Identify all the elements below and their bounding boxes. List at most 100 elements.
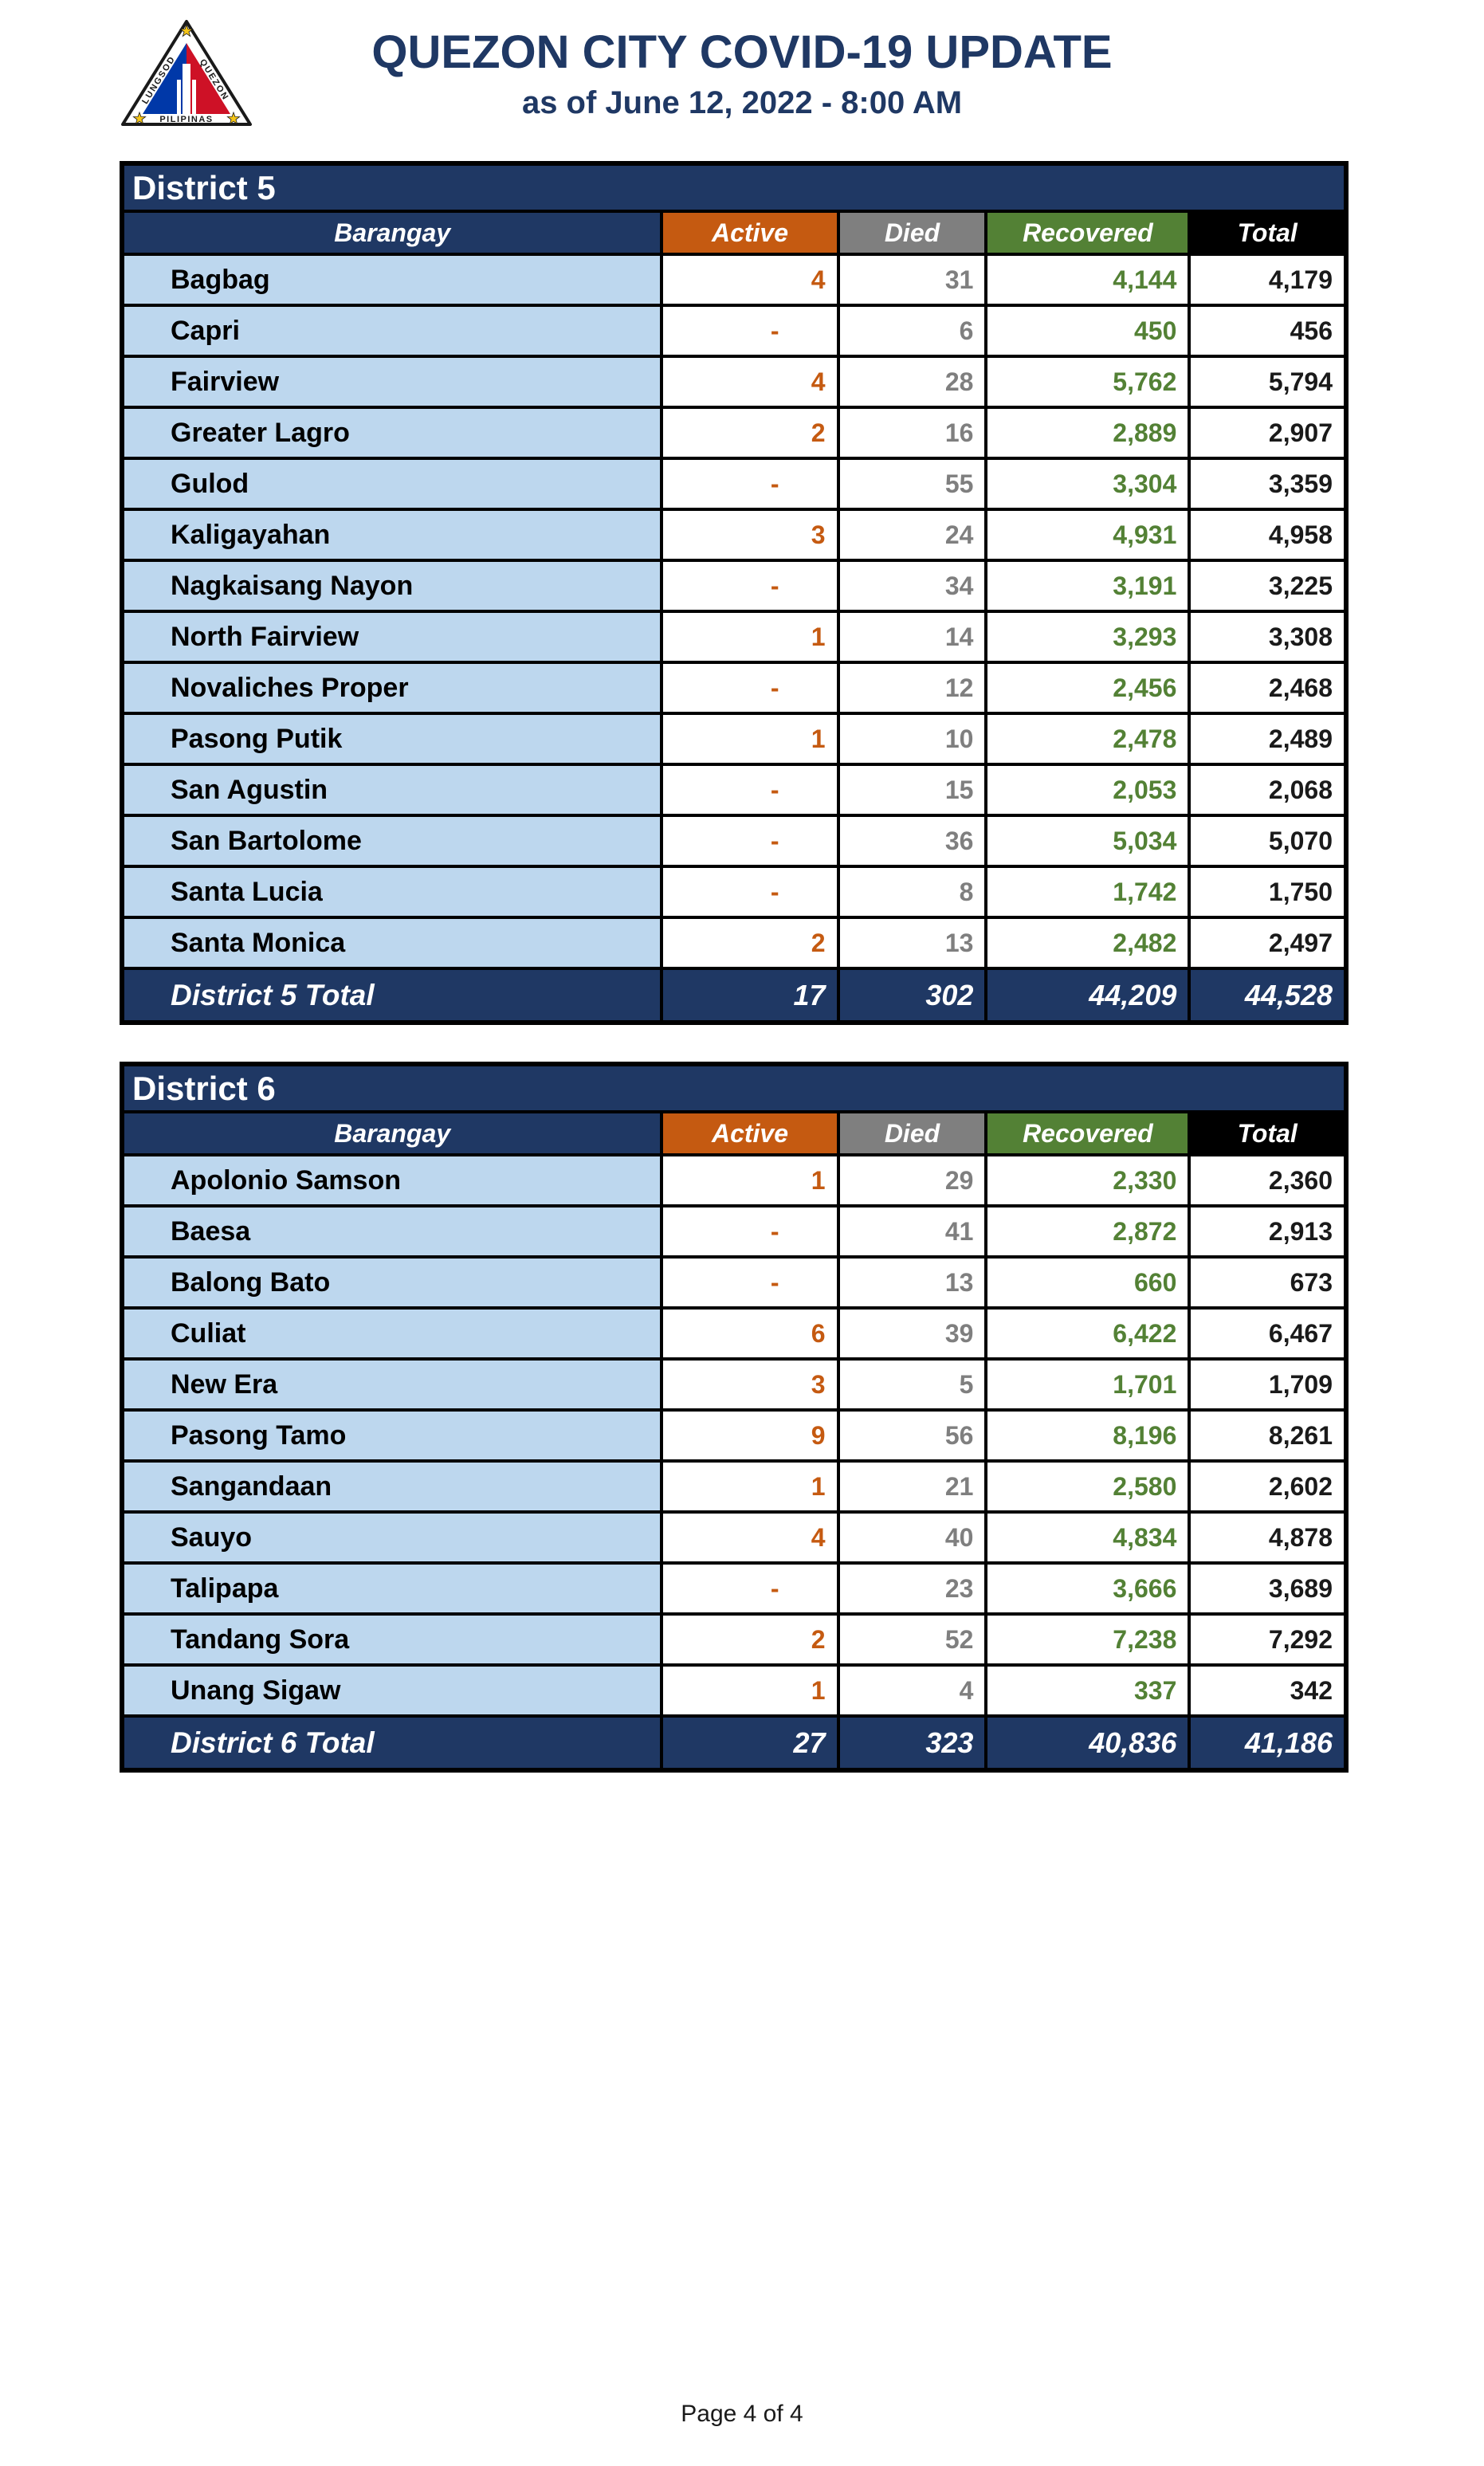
recovered-value: 2,482 xyxy=(984,916,1192,970)
recovered-value: 337 xyxy=(984,1663,1192,1718)
barangay-name: Balong Bato xyxy=(120,1255,664,1310)
recovered-value: 2,872 xyxy=(984,1204,1192,1259)
total-value: 6,467 xyxy=(1188,1306,1348,1361)
total-recovered-value: 44,209 xyxy=(984,967,1192,1024)
column-header-died: Died xyxy=(836,210,988,256)
barangay-name: Capri xyxy=(120,304,664,358)
died-value: 13 xyxy=(836,1255,988,1310)
district-header: District 6 xyxy=(120,1062,1348,1113)
died-value: 31 xyxy=(836,253,988,307)
barangay-name: Bagbag xyxy=(120,253,664,307)
active-value: - xyxy=(660,457,840,511)
died-value: 6 xyxy=(836,304,988,358)
recovered-value: 7,238 xyxy=(984,1612,1192,1667)
total-value: 2,068 xyxy=(1188,763,1348,817)
total-value: 342 xyxy=(1188,1663,1348,1718)
died-value: 16 xyxy=(836,406,988,460)
page-subtitle: as of June 12, 2022 - 8:00 AM xyxy=(521,84,963,120)
barangay-name: Kaligayahan xyxy=(120,508,664,562)
district-total-row: District 6 Total 27 323 40,836 41,186 xyxy=(120,1714,1348,1772)
total-value: 1,709 xyxy=(1188,1357,1348,1412)
active-value: - xyxy=(660,559,840,613)
column-header-row: Barangay Active Died Recovered Total xyxy=(120,1110,1348,1156)
table-row: Santa Lucia -8 1,742 1,750 xyxy=(120,865,1348,919)
died-value: 55 xyxy=(836,457,988,511)
table-row: Apolonio Samson 1 29 2,330 2,360 xyxy=(120,1153,1348,1207)
column-header-total: Total xyxy=(1188,210,1348,256)
recovered-value: 2,580 xyxy=(984,1459,1192,1514)
total-value: 8,261 xyxy=(1188,1408,1348,1463)
barangay-name: Novaliches Proper xyxy=(120,661,664,715)
district-5-table: District 5 Barangay Active Died Recovere… xyxy=(120,161,1349,1025)
died-value: 56 xyxy=(836,1408,988,1463)
page-header: QUEZON CITY COVID-19 UPDATE as of June 1… xyxy=(0,26,1484,121)
died-value: 23 xyxy=(836,1561,988,1616)
barangay-name: Apolonio Samson xyxy=(120,1153,664,1207)
died-value: 4 xyxy=(836,1663,988,1718)
table-row: Unang Sigaw 1 4 337 342 xyxy=(120,1663,1348,1718)
total-value: 2,913 xyxy=(1188,1204,1348,1259)
died-value: 5 xyxy=(836,1357,988,1412)
column-header-died: Died xyxy=(836,1110,988,1156)
district-header: District 5 xyxy=(120,162,1348,213)
district-6-table: District 6 Barangay Active Died Recovere… xyxy=(120,1062,1349,1773)
active-value: 1 xyxy=(660,1153,840,1207)
page-title: QUEZON CITY COVID-19 UPDATE xyxy=(371,26,1113,78)
total-value: 4,958 xyxy=(1188,508,1348,562)
active-value: 1 xyxy=(660,1459,840,1514)
table-row: New Era 3 5 1,701 1,709 xyxy=(120,1357,1348,1412)
recovered-value: 3,304 xyxy=(984,457,1192,511)
active-value: 2 xyxy=(660,1612,840,1667)
total-active-value: 27 xyxy=(660,1714,840,1772)
total-died-value: 323 xyxy=(836,1714,988,1772)
table-row: Balong Bato -13 660 673 xyxy=(120,1255,1348,1310)
total-value: 2,489 xyxy=(1188,712,1348,766)
barangay-name: Pasong Putik xyxy=(120,712,664,766)
barangay-name: San Agustin xyxy=(120,763,664,817)
recovered-value: 2,053 xyxy=(984,763,1192,817)
died-value: 52 xyxy=(836,1612,988,1667)
total-value: 7,292 xyxy=(1188,1612,1348,1667)
recovered-value: 2,889 xyxy=(984,406,1192,460)
active-value: 4 xyxy=(660,253,840,307)
active-value: 3 xyxy=(660,1357,840,1412)
died-value: 29 xyxy=(836,1153,988,1207)
column-header-active: Active xyxy=(660,210,840,256)
total-value: 4,179 xyxy=(1188,253,1348,307)
active-value: 6 xyxy=(660,1306,840,1361)
died-value: 39 xyxy=(836,1306,988,1361)
total-value: 2,468 xyxy=(1188,661,1348,715)
total-value: 3,308 xyxy=(1188,610,1348,664)
table-row: Santa Monica 2 13 2,482 2,497 xyxy=(120,916,1348,970)
total-value: 2,907 xyxy=(1188,406,1348,460)
barangay-name: Sauyo xyxy=(120,1510,664,1565)
recovered-value: 5,762 xyxy=(984,355,1192,409)
recovered-value: 5,034 xyxy=(984,814,1192,868)
active-value: - xyxy=(660,865,840,919)
table-row: Talipapa -23 3,666 3,689 xyxy=(120,1561,1348,1616)
active-value: 1 xyxy=(660,712,840,766)
died-value: 13 xyxy=(836,916,988,970)
table-row: Pasong Putik 1 10 2,478 2,489 xyxy=(120,712,1348,766)
died-value: 28 xyxy=(836,355,988,409)
district-total-label: District 6 Total xyxy=(120,1714,664,1772)
total-value: 1,750 xyxy=(1188,865,1348,919)
barangay-name: Greater Lagro xyxy=(120,406,664,460)
total-value: 2,497 xyxy=(1188,916,1348,970)
recovered-value: 660 xyxy=(984,1255,1192,1310)
district-total-row: District 5 Total 17 302 44,209 44,528 xyxy=(120,967,1348,1024)
active-value: - xyxy=(660,304,840,358)
recovered-value: 3,666 xyxy=(984,1561,1192,1616)
quezon-city-seal-icon: LUNGSOD QUEZON PILIPINAS xyxy=(121,20,252,126)
barangay-name: Sangandaan xyxy=(120,1459,664,1514)
total-value: 2,360 xyxy=(1188,1153,1348,1207)
died-value: 15 xyxy=(836,763,988,817)
barangay-name: Fairview xyxy=(120,355,664,409)
total-value: 456 xyxy=(1188,304,1348,358)
active-value: - xyxy=(660,1204,840,1259)
recovered-value: 1,742 xyxy=(984,865,1192,919)
recovered-value: 4,144 xyxy=(984,253,1192,307)
total-value: 5,070 xyxy=(1188,814,1348,868)
recovered-value: 2,330 xyxy=(984,1153,1192,1207)
